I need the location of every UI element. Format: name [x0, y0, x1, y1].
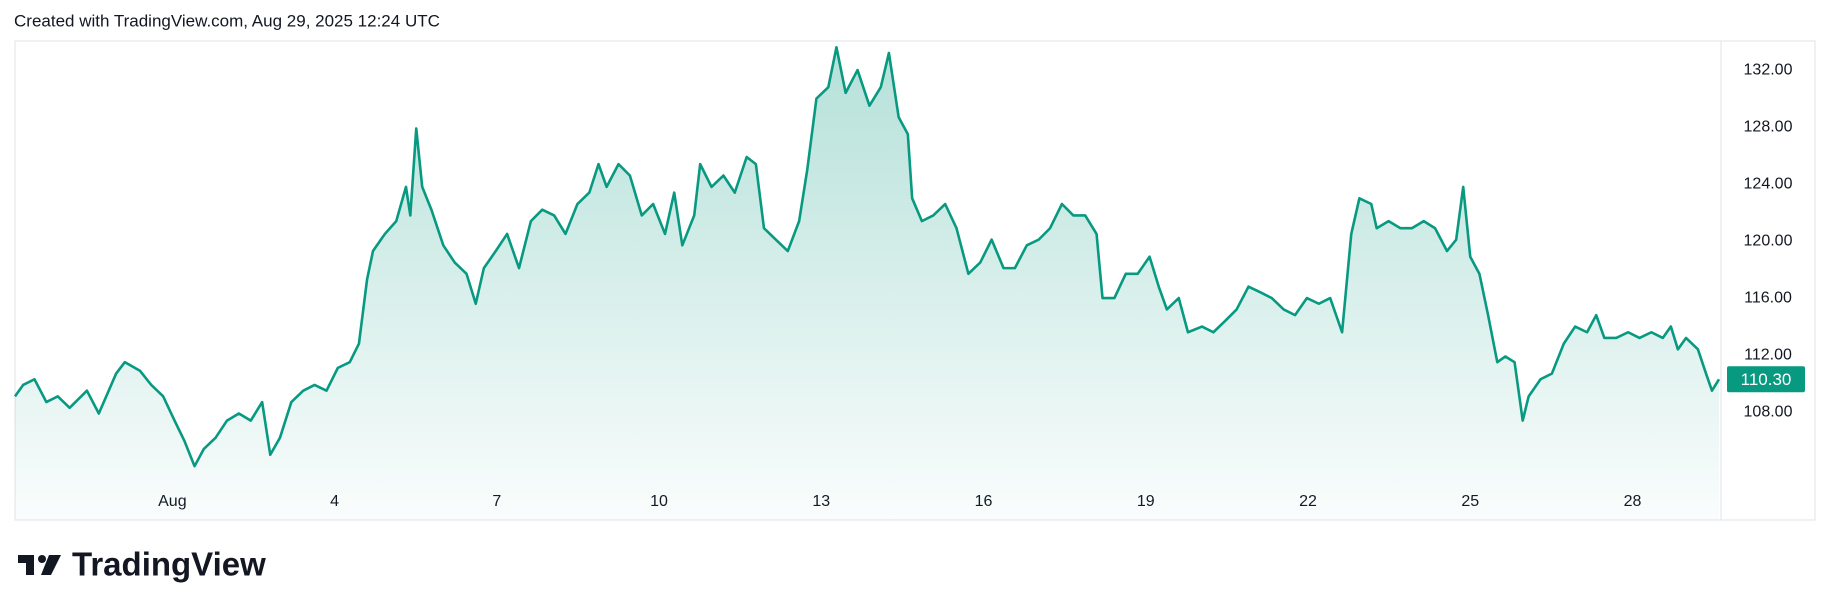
- y-tick-label: 132.00: [1744, 61, 1793, 78]
- area-fill: [15, 47, 1719, 521]
- logo-part: [38, 555, 46, 563]
- last-price-label: 110.30: [1741, 370, 1792, 389]
- y-tick-label: 124.00: [1744, 175, 1793, 192]
- header-text: Created with TradingView.com, Aug 29, 20…: [14, 11, 440, 30]
- last-price-badge: [1727, 366, 1805, 393]
- y-tick-label: 120.00: [1744, 232, 1793, 249]
- y-tick-label: 128.00: [1744, 118, 1793, 135]
- logo-part: [18, 555, 34, 575]
- price-line: [13, 45, 1721, 468]
- y-tick-label: 112.00: [1744, 346, 1792, 363]
- logo-icon: [18, 555, 61, 575]
- y-tick-label: 116.00: [1744, 289, 1792, 306]
- logo-text: TradingView: [72, 546, 266, 583]
- y-tick-label: 108.00: [1744, 403, 1793, 420]
- logo-part: [41, 555, 61, 575]
